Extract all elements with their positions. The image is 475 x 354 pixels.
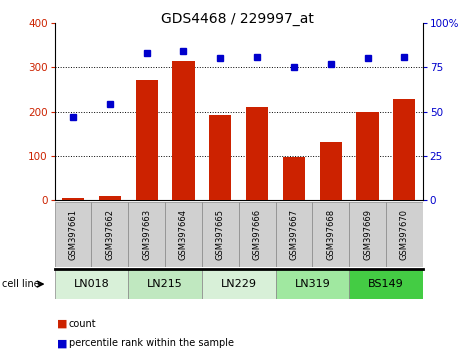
- Bar: [62, 198, 84, 200]
- Text: BS149: BS149: [368, 279, 404, 289]
- Text: GSM397662: GSM397662: [105, 209, 114, 260]
- Bar: [349, 269, 423, 299]
- Text: count: count: [69, 319, 96, 329]
- Bar: [320, 142, 342, 200]
- Bar: [136, 80, 158, 200]
- Text: GSM397661: GSM397661: [68, 209, 77, 260]
- Text: LN215: LN215: [147, 279, 183, 289]
- Bar: [128, 202, 165, 267]
- Bar: [91, 202, 128, 267]
- Bar: [313, 202, 349, 267]
- Bar: [393, 99, 415, 200]
- Bar: [276, 202, 313, 267]
- Text: GSM397667: GSM397667: [289, 209, 298, 260]
- Text: ■: ■: [57, 319, 67, 329]
- Bar: [128, 269, 202, 299]
- Bar: [276, 269, 349, 299]
- Text: GSM397670: GSM397670: [400, 209, 409, 260]
- Text: LN018: LN018: [74, 279, 109, 289]
- Bar: [202, 269, 276, 299]
- Text: GSM397665: GSM397665: [216, 209, 225, 260]
- Text: GSM397666: GSM397666: [253, 209, 262, 260]
- Text: cell line: cell line: [2, 279, 40, 289]
- Bar: [99, 195, 121, 200]
- Text: LN319: LN319: [294, 279, 330, 289]
- Text: GSM397668: GSM397668: [326, 209, 335, 260]
- Bar: [386, 202, 423, 267]
- Text: GSM397663: GSM397663: [142, 209, 151, 260]
- Bar: [55, 269, 128, 299]
- Text: GSM397669: GSM397669: [363, 209, 372, 260]
- Bar: [165, 202, 202, 267]
- Bar: [283, 156, 305, 200]
- Bar: [356, 112, 379, 200]
- Text: GDS4468 / 229997_at: GDS4468 / 229997_at: [161, 12, 314, 27]
- Bar: [349, 202, 386, 267]
- Bar: [246, 107, 268, 200]
- Text: percentile rank within the sample: percentile rank within the sample: [69, 338, 234, 348]
- Bar: [172, 61, 195, 200]
- Text: GSM397664: GSM397664: [179, 209, 188, 260]
- Bar: [202, 202, 238, 267]
- Bar: [209, 115, 231, 200]
- Bar: [238, 202, 276, 267]
- Text: LN229: LN229: [221, 279, 256, 289]
- Text: ■: ■: [57, 338, 67, 348]
- Bar: [55, 202, 91, 267]
